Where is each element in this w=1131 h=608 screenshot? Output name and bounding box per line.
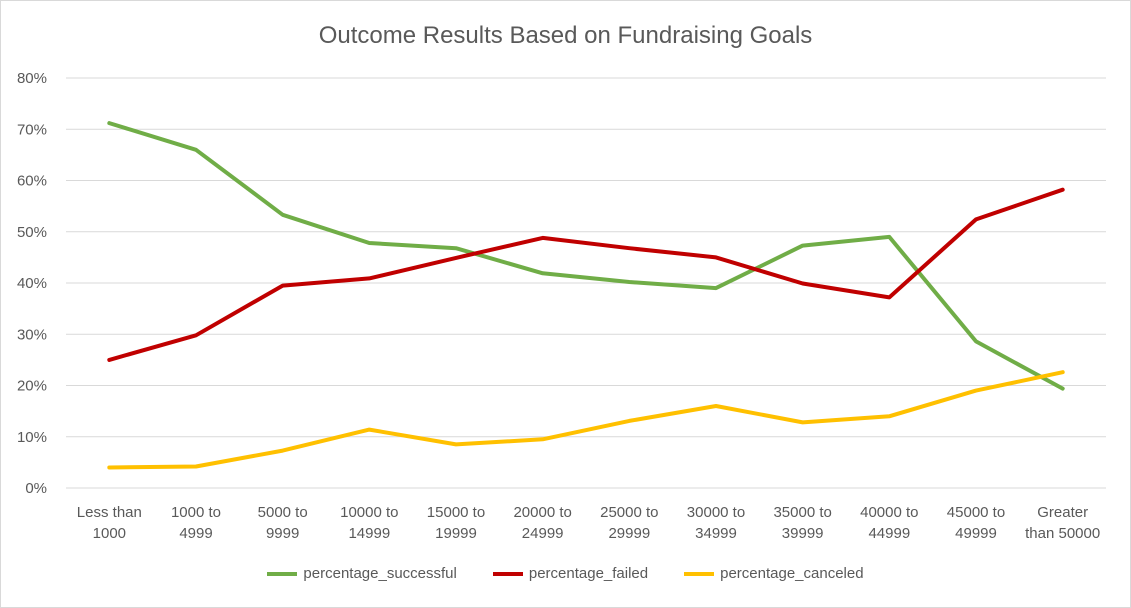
gridlines: [66, 77, 1106, 489]
series-line-percentage_successful: [107, 121, 1065, 391]
series-line-percentage_failed: [107, 187, 1065, 362]
chart-title: Outcome Results Based on Fundraising Goa…: [318, 22, 813, 49]
y-tick-label: 60%: [17, 173, 47, 190]
x-tick-label: Less than 1000: [77, 504, 142, 542]
x-tick-label: 40000 to 44999: [860, 504, 918, 542]
x-tick-label: 5000 to 9999: [258, 504, 308, 542]
y-tick-label: 70%: [17, 121, 47, 138]
x-tick-label: 20000 to 24999: [513, 504, 571, 542]
legend-item-percentage_successful: percentage_successful: [267, 565, 457, 582]
y-tick-label: 80%: [17, 70, 47, 87]
legend-swatch: [684, 571, 715, 576]
x-tick-label: Greater than 50000: [1025, 504, 1100, 542]
y-tick-label: 40%: [17, 275, 47, 292]
y-tick-label: 50%: [17, 224, 47, 241]
y-tick-label: 20%: [17, 378, 47, 395]
legend-swatch: [492, 571, 523, 576]
x-tick-label: 45000 to 49999: [947, 504, 1005, 542]
series-lines: [107, 121, 1065, 470]
legend-label: percentage_failed: [528, 565, 649, 582]
x-tick-label: 25000 to 29999: [600, 504, 658, 542]
x-tick-label: 1000 to 4999: [171, 504, 221, 542]
x-tick-label: 10000 to 14999: [340, 504, 398, 542]
legend-label: percentage_canceled: [720, 565, 864, 582]
legend-item-percentage_canceled: percentage_canceled: [684, 565, 864, 582]
x-tick-label: 35000 to 39999: [773, 504, 831, 542]
x-axis-ticks: Less than 1000 1000 to 4999 5000 to 9999 10000…: [77, 504, 1100, 542]
legend-swatch: [267, 571, 298, 576]
x-tick-label: 30000 to 34999: [687, 504, 745, 542]
y-tick-label: 10%: [17, 429, 47, 446]
y-axis-ticks: 0% 10% 20% 30% 40% 50% 60% 70% 80%: [17, 70, 47, 497]
y-tick-label: 0%: [25, 480, 47, 497]
legend-label: percentage_successful: [303, 565, 457, 582]
x-tick-label: 15000 to 19999: [427, 504, 485, 542]
chart-legend: percentage_successful percentage_failed pe…: [0, 565, 1131, 582]
y-tick-label: 30%: [17, 326, 47, 343]
series-line-percentage_canceled: [107, 370, 1065, 470]
legend-item-percentage_failed: percentage_failed: [492, 565, 649, 582]
